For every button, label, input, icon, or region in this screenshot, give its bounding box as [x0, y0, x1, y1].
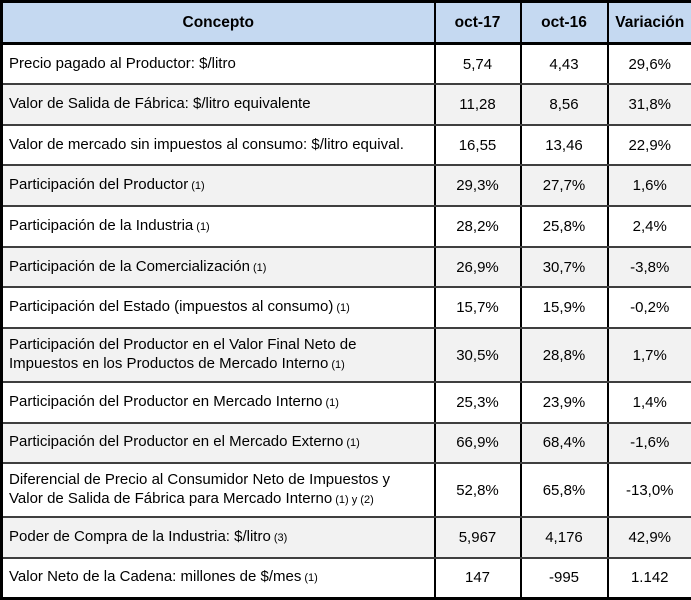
oct16-cell: 65,8%	[519, 462, 609, 519]
concept-cell: Valor de mercado sin impuestos al consum…	[0, 123, 436, 167]
table-row: Participación del Productor en Mercado I…	[0, 380, 691, 424]
concept-text: Participación de la Industria	[9, 216, 194, 234]
col-header-oct16: oct-16	[519, 0, 609, 45]
col-header-concepto: Concepto	[0, 0, 436, 45]
oct16-cell: 30,7%	[519, 245, 609, 289]
footnote-marker: (1)	[331, 359, 345, 372]
col-header-variacion: Variación	[606, 0, 691, 45]
header-row: Concepto oct-17 oct-16 Variación	[0, 0, 691, 45]
table-row: Poder de Compra de la Industria: $/litro…	[0, 516, 691, 559]
oct17-cell: 28,2%	[433, 205, 522, 248]
footnote-marker: (1)	[196, 220, 210, 233]
oct17-cell: 16,55	[433, 123, 522, 167]
concept-text: Valor de mercado sin impuestos al consum…	[9, 135, 404, 153]
oct16-cell: -995	[519, 556, 609, 600]
variacion-cell: 22,9%	[606, 123, 691, 167]
table-row: Participación del Productor (1) 29,3% 27,…	[0, 164, 691, 208]
table-body: Precio pagado al Productor: $/litro 5,74…	[0, 42, 691, 600]
table-row: Diferencial de Precio al Consumidor Neto…	[0, 462, 691, 519]
table-row: Participación del Estado (impuestos al c…	[0, 286, 691, 330]
concept-text: Diferencial de Precio al Consumidor Neto…	[9, 471, 391, 508]
variacion-cell: 1,7%	[606, 327, 691, 383]
oct16-cell: 8,56	[519, 83, 609, 126]
concept-cell: Participación del Productor en el Mercad…	[0, 421, 436, 465]
concept-cell: Participación del Estado (impuestos al c…	[0, 286, 436, 330]
oct17-cell: 26,9%	[433, 245, 522, 289]
oct16-cell: 13,46	[519, 123, 609, 167]
oct17-cell: 29,3%	[433, 164, 522, 208]
variacion-cell: 1,4%	[606, 380, 691, 424]
concept-cell: Participación del Productor en el Valor …	[0, 327, 436, 383]
footnote-marker: (1)	[304, 572, 318, 585]
variacion-cell: 1,6%	[606, 164, 691, 208]
footnote-marker: (1)	[336, 302, 350, 315]
table-row: Participación del Productor en el Mercad…	[0, 421, 691, 465]
table-header: Concepto oct-17 oct-16 Variación	[0, 0, 691, 45]
footnote-marker: (1) y (2)	[335, 494, 374, 507]
oct16-cell: 25,8%	[519, 205, 609, 248]
table-row: Participación de la Industria (1) 28,2% 2…	[0, 205, 691, 248]
oct17-cell: 66,9%	[433, 421, 522, 465]
oct16-cell: 68,4%	[519, 421, 609, 465]
footnote-marker: (1)	[325, 396, 339, 409]
concept-cell: Diferencial de Precio al Consumidor Neto…	[0, 462, 436, 519]
oct17-cell: 15,7%	[433, 286, 522, 330]
col-header-oct17: oct-17	[433, 0, 522, 45]
table-row: Valor Neto de la Cadena: millones de $/m…	[0, 556, 691, 600]
footnote-marker: (1)	[252, 261, 267, 274]
concept-text: Participación del Productor	[9, 176, 189, 194]
table-row: Participación del Productor en el Valor …	[0, 327, 691, 383]
variacion-cell: -3,8%	[606, 245, 691, 289]
concept-text: Participación del Estado (impuestos al c…	[9, 298, 334, 316]
footnote-marker: (3)	[273, 531, 288, 544]
variacion-cell: -13,0%	[606, 462, 691, 519]
variacion-cell: 29,6%	[606, 42, 691, 86]
concept-text: Participación del Productor en el Valor …	[9, 336, 357, 373]
concept-cell: Precio pagado al Productor: $/litro	[0, 42, 436, 86]
oct17-cell: 25,3%	[433, 380, 522, 424]
table-row: Valor de Salida de Fábrica: $/litro equi…	[0, 83, 691, 126]
oct17-cell: 5,967	[433, 516, 522, 559]
table-row: Participación de la Comercialización (1) …	[0, 245, 691, 289]
concept-text: Participación del Productor en Mercado I…	[9, 392, 323, 410]
footnote-marker: (1)	[346, 437, 360, 450]
oct17-cell: 5,74	[433, 42, 522, 86]
variacion-cell: 1.142	[606, 556, 691, 600]
oct16-cell: 27,7%	[519, 164, 609, 208]
concept-cell: Poder de Compra de la Industria: $/litro…	[0, 516, 436, 559]
concept-cell: Participación de la Comercialización (1)	[0, 245, 436, 289]
footnote-marker: (1)	[191, 180, 205, 193]
variacion-cell: 31,8%	[606, 83, 691, 126]
concept-cell: Valor Neto de la Cadena: millones de $/m…	[0, 556, 436, 600]
concept-text: Participación de la Comercialización	[9, 257, 250, 275]
oct16-cell: 15,9%	[519, 286, 609, 330]
variacion-cell: -1,6%	[606, 421, 691, 465]
concept-cell: Participación del Productor (1)	[0, 164, 436, 208]
oct17-cell: 11,28	[433, 83, 522, 126]
variacion-cell: 2,4%	[606, 205, 691, 248]
table-row: Precio pagado al Productor: $/litro 5,74…	[0, 42, 691, 86]
oct17-cell: 147	[433, 556, 522, 600]
table-row: Valor de mercado sin impuestos al consum…	[0, 123, 691, 167]
variacion-cell: -0,2%	[606, 286, 691, 330]
oct16-cell: 4,43	[519, 42, 609, 86]
oct17-cell: 52,8%	[433, 462, 522, 519]
oct16-cell: 23,9%	[519, 380, 609, 424]
concept-text: Poder de Compra de la Industria: $/litro	[9, 527, 271, 545]
concept-cell: Valor de Salida de Fábrica: $/litro equi…	[0, 83, 436, 126]
oct16-cell: 4,176	[519, 516, 609, 559]
concept-cell: Participación de la Industria (1)	[0, 205, 436, 248]
concept-text: Valor de Salida de Fábrica: $/litro equi…	[9, 94, 311, 112]
concept-text: Precio pagado al Productor: $/litro	[9, 54, 236, 72]
concept-cell: Participación del Productor en Mercado I…	[0, 380, 436, 424]
concept-text: Participación del Productor en el Mercad…	[9, 433, 344, 451]
variacion-cell: 42,9%	[606, 516, 691, 559]
concept-text: Valor Neto de la Cadena: millones de $/m…	[9, 568, 302, 586]
oct17-cell: 30,5%	[433, 327, 522, 383]
oct16-cell: 28,8%	[519, 327, 609, 383]
